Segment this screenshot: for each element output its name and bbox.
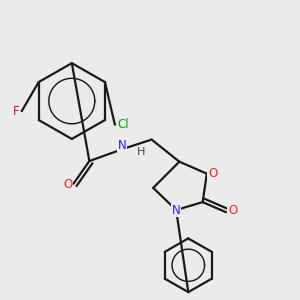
Text: O: O	[208, 167, 217, 180]
Text: O: O	[63, 178, 72, 191]
Text: N: N	[172, 203, 181, 217]
Text: H: H	[137, 147, 145, 157]
Text: Cl: Cl	[117, 118, 129, 130]
Text: F: F	[13, 105, 19, 118]
Text: O: O	[228, 204, 238, 217]
Text: N: N	[118, 140, 126, 152]
